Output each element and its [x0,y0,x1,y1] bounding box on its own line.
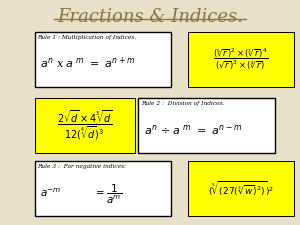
Text: Rule 3 :  For negative indices:: Rule 3 : For negative indices: [38,164,127,169]
FancyBboxPatch shape [34,98,135,153]
FancyBboxPatch shape [34,161,171,216]
FancyBboxPatch shape [188,32,294,87]
Text: $\dfrac{2\sqrt{d}\times4\sqrt[3]{d}}{12(\sqrt[4]{d})^{3}}$: $\dfrac{2\sqrt{d}\times4\sqrt[3]{d}}{12(… [57,109,112,142]
FancyBboxPatch shape [188,161,294,216]
Text: Fractions & Indices.: Fractions & Indices. [57,8,243,26]
Text: Rule 2 :  Division of Indices.: Rule 2 : Division of Indices. [141,101,224,106]
FancyBboxPatch shape [138,98,274,153]
Text: Rule 1 : Multiplication of Indices.: Rule 1 : Multiplication of Indices. [38,35,137,40]
Text: $a^{n}$ x $a^{\ m}$ $=$ $a^{n+m}$: $a^{n}$ x $a^{\ m}$ $=$ $a^{n+m}$ [40,56,136,71]
FancyBboxPatch shape [34,32,171,87]
Text: $(\sqrt[5]{(27(\sqrt[3]{w})^{2})})^{2}$: $(\sqrt[5]{(27(\sqrt[3]{w})^{2})})^{2}$ [208,179,274,198]
Text: $a^{-m}$          $=\dfrac{1}{a^{m}}$: $a^{-m}$ $=\dfrac{1}{a^{m}}$ [40,182,123,206]
Text: $\dfrac{(\sqrt[5]{r})^{2}\times(\sqrt[3]{r})^{4}}{(\sqrt{r})^{3}\times(\sqrt[4]{: $\dfrac{(\sqrt[5]{r})^{2}\times(\sqrt[3]… [213,46,268,72]
Text: $a^{n}$ $\div$ $a^{\ m}$ $=$ $a^{n-m}$: $a^{n}$ $\div$ $a^{\ m}$ $=$ $a^{n-m}$ [144,123,242,137]
